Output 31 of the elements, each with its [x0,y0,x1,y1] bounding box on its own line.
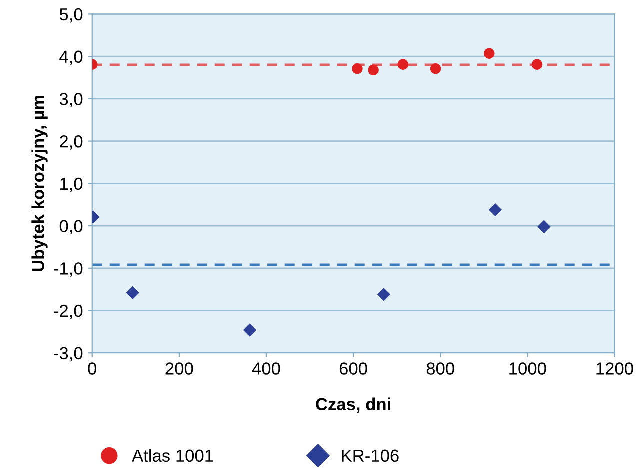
point [532,59,543,70]
legend-label: KR-106 [342,450,399,462]
y-tick-label: 2,0 [60,135,83,150]
point [484,48,495,59]
y-tick-label: 3,0 [60,93,83,108]
y-tick-label: -1,0 [54,262,83,277]
x-axis-title: Czas, dni [316,398,390,414]
y-axis-title: Ubytek korozyjny, µm [32,96,48,272]
legend-label: Atlas 1001 [132,449,214,462]
x-tick-label: 1200 [596,362,634,375]
point [430,63,442,74]
x-tick-label: 1000 [510,362,546,375]
point [126,286,140,300]
x-tick-label: 400 [252,362,280,375]
y-tick-label: 4,0 [60,50,83,66]
point [398,59,409,70]
point [368,64,379,76]
x-tick-label: 800 [426,362,454,375]
y-tick-label: -3,0 [54,347,83,362]
point [243,324,257,337]
x-tick-label: 600 [340,362,368,375]
y-tick-label: 5,0 [60,8,83,23]
point [352,63,363,74]
y-tick-label: -2,0 [54,304,83,320]
point [488,203,502,217]
point [377,288,391,302]
y-tick-label: 0,0 [60,220,83,235]
y-tick-label: 1,0 [60,178,83,192]
x-tick-label: 200 [166,362,194,375]
point [538,220,551,234]
x-tick-label: 0 [88,362,97,375]
